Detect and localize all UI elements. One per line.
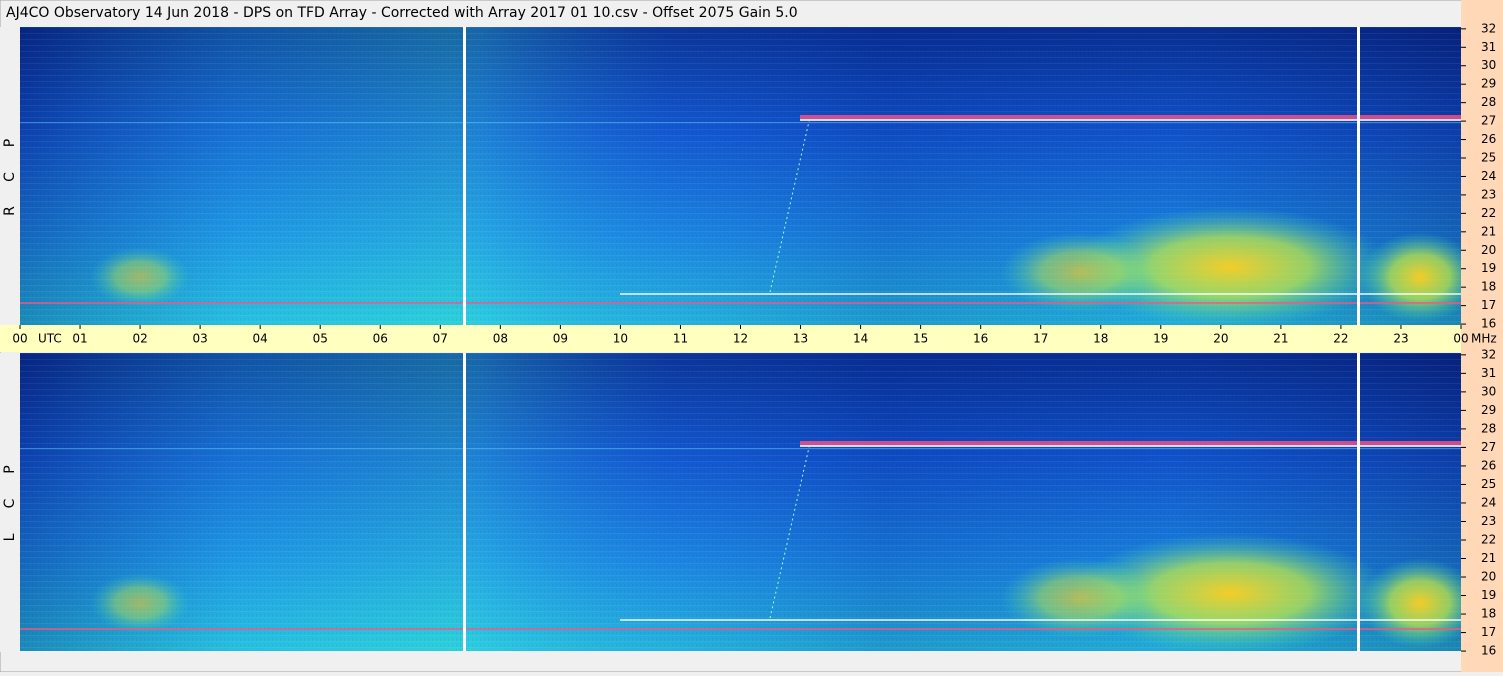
x-tick-label: 03 [192, 332, 207, 346]
x-tick-label: 23 [1393, 332, 1408, 346]
x-tick-label: 19 [1153, 332, 1168, 346]
y-tick-label: 30 [1481, 58, 1496, 72]
y-tick-label: 28 [1481, 421, 1496, 435]
panel-label-letter: R [2, 206, 18, 216]
y-tick-label: 18 [1481, 280, 1496, 294]
x-tick-label: 17 [1033, 332, 1048, 346]
left-strip [0, 27, 20, 325]
x-tick-label: 04 [253, 332, 268, 346]
y-tick-label: 25 [1481, 151, 1496, 165]
y-tick-label: 21 [1481, 551, 1496, 565]
x-tick-label: 09 [553, 332, 568, 346]
x-tick-label: 20 [1213, 332, 1228, 346]
y-tick-label: 26 [1481, 132, 1496, 146]
x-tick-label: 05 [313, 332, 328, 346]
y-tick-label: 23 [1481, 187, 1496, 201]
x-axis-label: UTC [38, 332, 62, 346]
y-tick-label: 19 [1481, 261, 1496, 275]
y-tick-label: 29 [1481, 77, 1496, 91]
y-tick-label: 24 [1481, 495, 1496, 509]
y-tick-label: 27 [1481, 114, 1496, 128]
y-tick-label: 17 [1481, 298, 1496, 312]
y-tick-label: 23 [1481, 514, 1496, 528]
y-tick-label: 32 [1481, 347, 1496, 361]
y-tick-label: 28 [1481, 95, 1496, 109]
x-tick-label: 00 [1453, 332, 1468, 346]
x-tick-label: 14 [853, 332, 868, 346]
x-tick-label: 15 [913, 332, 928, 346]
x-tick-label: 11 [673, 332, 688, 346]
y-axis-label: MHz [1471, 332, 1497, 346]
x-tick-label: 16 [973, 332, 988, 346]
time-axis-strip [0, 325, 1461, 352]
y-tick-label: 24 [1481, 169, 1496, 183]
y-tick-label: 31 [1481, 366, 1496, 380]
x-tick-label: 02 [132, 332, 147, 346]
y-tick-label: 29 [1481, 403, 1496, 417]
y-tick-label: 32 [1481, 21, 1496, 35]
x-tick-label: 13 [793, 332, 808, 346]
y-tick-label: 17 [1481, 625, 1496, 639]
panel-label-letter: P [2, 465, 18, 473]
y-tick-label: 20 [1481, 243, 1496, 257]
x-tick-label: 06 [373, 332, 388, 346]
left-strip [0, 353, 20, 652]
y-tick-label: 26 [1481, 458, 1496, 472]
y-tick-label: 22 [1481, 206, 1496, 220]
y-tick-label: 22 [1481, 532, 1496, 546]
panel-label-letter: P [2, 139, 18, 147]
x-tick-label: 21 [1273, 332, 1288, 346]
x-tick-label: 10 [613, 332, 628, 346]
x-tick-label: 12 [733, 332, 748, 346]
spectrogram-bottom [19, 352, 1481, 654]
x-tick-label: 18 [1093, 332, 1108, 346]
y-tick-label: 16 [1481, 644, 1496, 658]
y-tick-label: 18 [1481, 607, 1496, 621]
x-tick-label: 01 [72, 332, 87, 346]
panel-label-letter: C [2, 498, 18, 508]
y-tick-label: 20 [1481, 570, 1496, 584]
x-tick-label: 08 [493, 332, 508, 346]
x-tick-label: 07 [433, 332, 448, 346]
y-tick-label: 16 [1481, 317, 1496, 331]
y-tick-label: 27 [1481, 440, 1496, 454]
panel-label-letter: C [2, 172, 18, 182]
y-tick-label: 31 [1481, 40, 1496, 54]
spectrogram-top [19, 26, 1481, 328]
y-tick-label: 21 [1481, 224, 1496, 238]
freq-axis-strip [1461, 0, 1503, 672]
y-tick-label: 30 [1481, 384, 1496, 398]
y-tick-label: 19 [1481, 588, 1496, 602]
chart-title: AJ4CO Observatory 14 Jun 2018 - DPS on T… [6, 5, 798, 21]
x-tick-label: 22 [1333, 332, 1348, 346]
x-tick-label: 00 [12, 332, 27, 346]
y-tick-label: 25 [1481, 477, 1496, 491]
panel-label-letter: L [2, 533, 18, 541]
